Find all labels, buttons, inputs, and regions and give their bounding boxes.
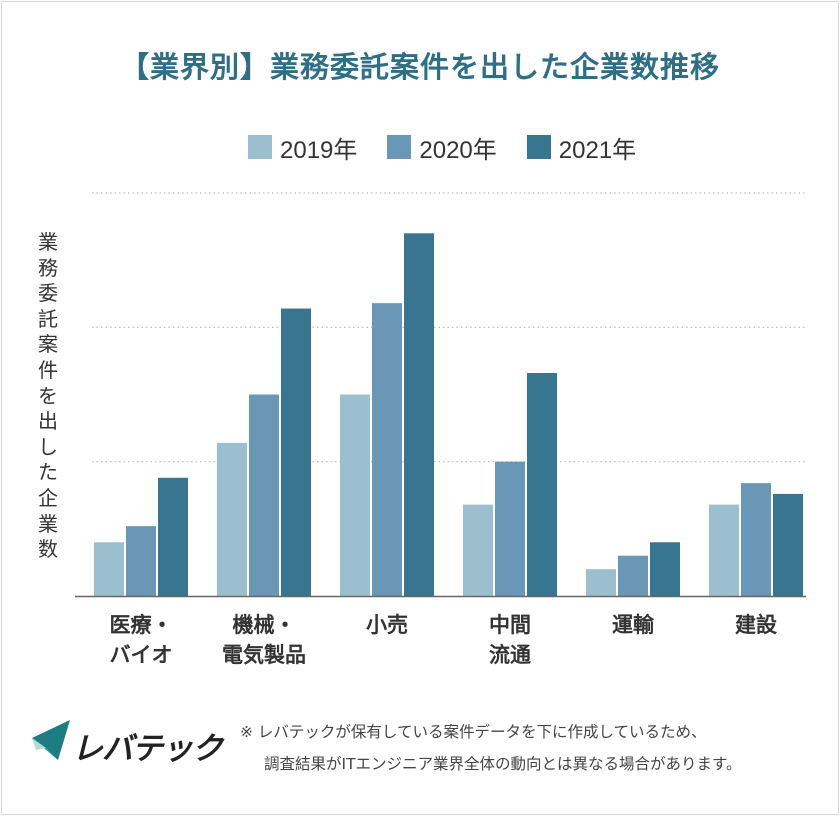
bar-2020年-1 [249, 394, 279, 596]
bar-2021年-1 [281, 308, 311, 596]
footnote-line-1: ※ レバテックが保有している案件データを下に作成しているため、 [240, 723, 707, 741]
category-label-machinery: 機械・ 電気製品 [222, 613, 306, 667]
bar-2019年-0 [94, 542, 124, 596]
bar-2021年-5 [773, 493, 803, 596]
legend-item-2020: 2020年 [387, 130, 497, 165]
legend-label-2021: 2021年 [558, 136, 637, 164]
chart-legend: 2019年 2020年 2021年 [248, 130, 666, 165]
bar-2021年-0 [158, 477, 188, 596]
category-label-distribution: 中間 流通 [489, 613, 531, 667]
legend-swatch-2021 [526, 135, 551, 159]
category-label-construction: 建設 [735, 613, 777, 637]
bar-2020年-0 [126, 526, 156, 596]
bar-2020年-5 [741, 483, 771, 596]
bar-2020年-2 [372, 303, 402, 596]
footnote: ※ レバテックが保有している案件データを下に作成しているため、 調査結果がITエ… [240, 716, 820, 780]
category-label-medical: 医療・ バイオ [109, 613, 173, 667]
legend-swatch-2020 [387, 135, 412, 159]
legend-label-2019: 2019年 [280, 136, 358, 164]
bar-2019年-5 [709, 504, 739, 596]
legend-item-2021: 2021年 [526, 130, 637, 165]
bar-2021年-4 [650, 542, 680, 596]
category-label-transport: 運輸 [612, 613, 654, 637]
bar-2020年-4 [618, 555, 648, 596]
bar-2021年-3 [527, 373, 557, 596]
legend-label-2020: 2020年 [419, 136, 497, 164]
footnote-line-2: 調査結果がITエンジニア業界全体の動向とは異なる場合があります。 [264, 755, 742, 773]
levtech-logo-icon [32, 720, 70, 760]
bar-2021年-2 [404, 233, 434, 597]
category-label-retail: 小売 [366, 613, 408, 637]
legend-swatch-2019 [248, 135, 272, 159]
legend-item-2019: 2019年 [248, 130, 357, 165]
bar-2019年-1 [217, 442, 247, 596]
bar-2019年-3 [463, 504, 493, 596]
y-axis-label: 業務委託案件を出した企業数 [38, 230, 58, 562]
chart-title: 【業界別】業務委託案件を出した企業数推移 [119, 50, 720, 84]
bar-2019年-2 [340, 394, 370, 596]
bar-2019年-4 [586, 569, 616, 596]
logo-text: レバテック [72, 731, 223, 767]
bar-2020年-3 [495, 461, 525, 596]
